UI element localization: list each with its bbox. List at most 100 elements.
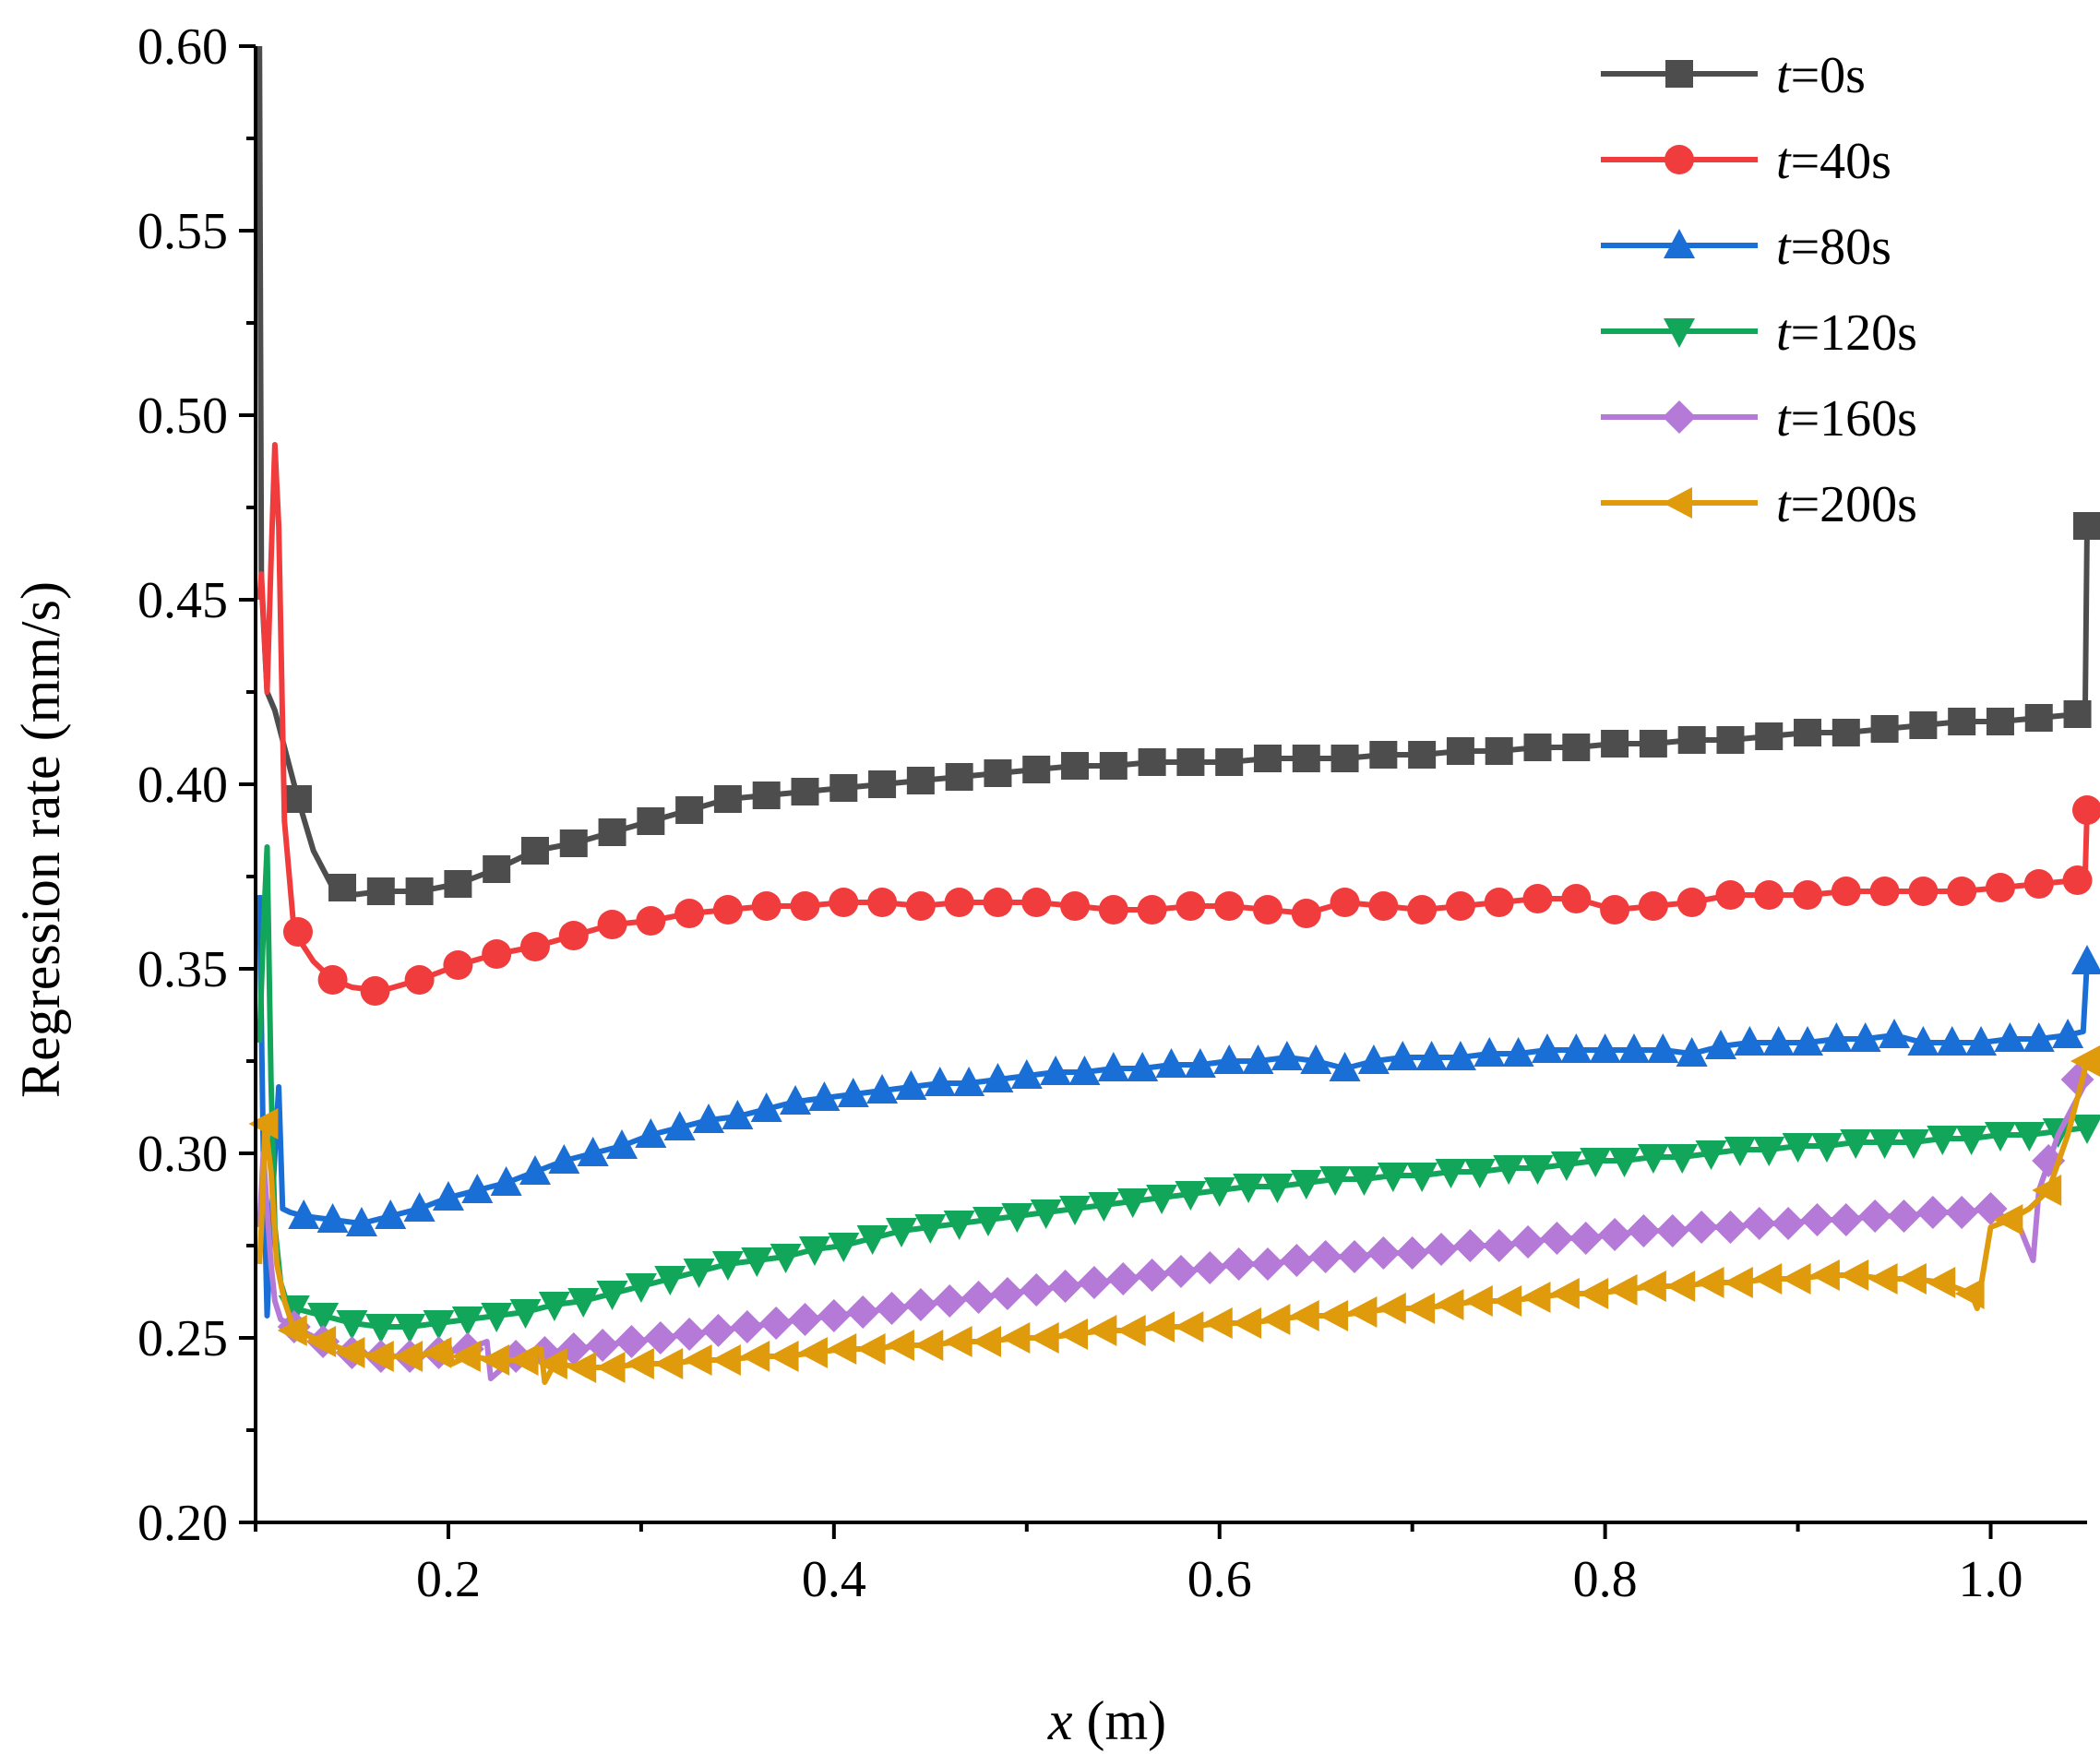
data-point	[520, 837, 549, 865]
data-point	[375, 1199, 407, 1229]
data-point	[598, 818, 626, 846]
data-point	[1127, 1052, 1159, 1081]
data-point	[1665, 1271, 1696, 1302]
data-point	[2013, 1122, 2046, 1151]
data-point	[983, 888, 1013, 917]
data-point	[866, 1074, 899, 1104]
data-point	[701, 1314, 735, 1347]
data-point	[2070, 1045, 2100, 1077]
data-point	[2052, 1019, 2084, 1048]
data-point	[1116, 1315, 1146, 1346]
data-point	[1948, 708, 1976, 735]
data-point	[1793, 880, 1823, 910]
data-point	[943, 1211, 975, 1240]
data-point	[393, 1341, 424, 1372]
data-point	[1742, 1207, 1776, 1240]
data-point	[1926, 1267, 1956, 1298]
data-point	[1058, 1318, 1089, 1350]
y-tick-label: 0.40	[137, 757, 228, 814]
data-point	[1318, 1300, 1349, 1331]
data-point	[548, 1144, 580, 1174]
legend-item: t=120s	[1601, 304, 1917, 362]
data-point	[1579, 1278, 1609, 1309]
data-point	[752, 782, 781, 809]
data-point	[1040, 1056, 1072, 1085]
data-point	[1637, 1144, 1669, 1174]
y-tick-label: 0.30	[137, 1126, 228, 1183]
data-point	[1444, 1041, 1476, 1070]
data-point	[636, 906, 666, 936]
data-point	[1820, 1022, 1853, 1052]
data-point	[1482, 1229, 1516, 1262]
data-point	[643, 1321, 677, 1354]
data-point	[1368, 891, 1399, 921]
data-point	[1829, 1203, 1863, 1236]
data-point	[567, 1288, 600, 1318]
data-point	[1627, 1214, 1661, 1247]
data-point	[1695, 1140, 1727, 1170]
data-point	[519, 1155, 551, 1185]
data-point	[1810, 1133, 1843, 1163]
data-point	[1715, 880, 1746, 910]
data-point	[1869, 877, 1900, 906]
data-point	[770, 1244, 802, 1273]
data-point	[730, 1310, 764, 1343]
data-point	[1097, 1052, 1129, 1081]
data-point	[606, 1129, 638, 1159]
data-point	[1289, 1300, 1319, 1331]
data-point	[1175, 891, 1206, 921]
legend-item: t=0s	[1601, 47, 1866, 104]
data-point	[1176, 748, 1205, 776]
legend-label: t=80s	[1776, 219, 1891, 276]
data-point	[360, 976, 390, 1006]
data-point	[1755, 722, 1784, 750]
data-point	[450, 1341, 481, 1372]
data-point	[1685, 1211, 1719, 1244]
data-point	[282, 917, 313, 947]
data-point	[713, 785, 742, 813]
x-tick-label: 0.4	[802, 1551, 866, 1608]
data-point	[1782, 1133, 1814, 1163]
data-point	[2062, 865, 2093, 895]
data-point	[1569, 1222, 1603, 1255]
data-point	[1713, 1211, 1748, 1244]
data-point	[750, 1092, 782, 1122]
data-point	[924, 1067, 956, 1096]
data-point	[1474, 1037, 1506, 1067]
data-point	[1077, 1266, 1111, 1299]
data-point	[1887, 1199, 1921, 1233]
data-point	[1088, 1192, 1120, 1222]
y-tick-label: 0.35	[137, 941, 228, 998]
data-point	[933, 1284, 967, 1318]
x-axis-title: x (m)	[1047, 1690, 1166, 1751]
data-point	[1030, 1199, 1062, 1229]
data-point	[1000, 1322, 1031, 1354]
data-point	[1724, 1137, 1756, 1166]
data-point	[759, 1307, 793, 1340]
data-point	[1330, 888, 1360, 917]
data-point	[1521, 1155, 1554, 1185]
data-point	[461, 1174, 494, 1203]
data-point	[1945, 1196, 1979, 1229]
data-point	[1059, 1196, 1092, 1225]
data-point	[1636, 1271, 1666, 1302]
data-point	[306, 1326, 337, 1357]
data-point	[856, 1225, 889, 1255]
data-point	[1936, 1026, 1968, 1056]
data-point	[1330, 745, 1359, 772]
data-point	[1406, 1163, 1438, 1192]
data-point	[914, 1214, 947, 1244]
data-point	[868, 770, 897, 798]
data-point	[1638, 891, 1668, 921]
series-t-40s	[257, 442, 2100, 1006]
data-point	[1896, 1263, 1927, 1295]
x-axis-variable: x	[1047, 1690, 1073, 1751]
data-point	[829, 888, 859, 917]
data-point	[1061, 752, 1090, 780]
data-point	[1445, 891, 1475, 921]
series-line	[257, 844, 2088, 1330]
data-point	[1754, 880, 1784, 910]
data-point	[913, 1330, 944, 1361]
data-point	[1994, 1022, 2026, 1052]
data-point	[1723, 1267, 1753, 1298]
